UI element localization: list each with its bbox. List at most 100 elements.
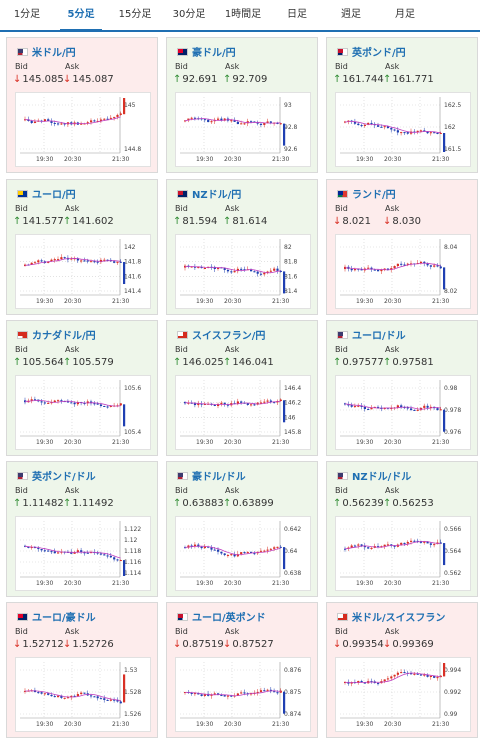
mini-chart[interactable]: 146.4 146.2 146 145.8 19:30 20:30 21:30 — [175, 375, 311, 450]
candlestick-chart: 1.122 1.12 1.118 1.116 1.114 19:30 20:30 21:30 — [20, 521, 141, 587]
arrow-up-icon: ↑ — [173, 74, 182, 85]
pair-name[interactable]: NZドル/ドル — [352, 472, 412, 483]
rate-card[interactable]: ユーロ/円 Bid Ask ↑141.577 ↑141.602 142 141.8… — [6, 179, 158, 315]
rate-card[interactable]: NZドル/円 Bid Ask ↑81.594 ↑81.614 82 81.8 81.… — [166, 179, 318, 315]
mini-chart[interactable]: 93 92.8 92.6 19:30 20:30 21:30 — [175, 92, 311, 167]
x-tick-label: 20:30 — [224, 580, 241, 587]
card-title: 豪ドル/円 — [177, 44, 236, 59]
y-tick-label: 145 — [124, 102, 136, 109]
mini-chart[interactable]: 142 141.8 141.6 141.4 19:30 20:30 21:30 — [15, 234, 151, 309]
bid-label: Bid — [335, 627, 348, 636]
tab-5[interactable]: 日足 — [287, 9, 307, 20]
rate-card[interactable]: 米ドル/円 Bid Ask ↓145.085 ↓145.087 145 144.8… — [6, 37, 158, 173]
y-tick-label: 82 — [284, 244, 292, 251]
bid-label: Bid — [175, 345, 188, 354]
ask-label: Ask — [65, 62, 80, 71]
pair-name[interactable]: NZドル/円 — [192, 190, 242, 201]
card-title: NZドル/ドル — [337, 468, 411, 483]
bid-label: Bid — [335, 486, 348, 495]
pair-name[interactable]: カナダドル/円 — [32, 331, 96, 342]
pair-name[interactable]: 英ポンド/ドル — [32, 472, 96, 483]
bid-value: ↑0.63883 — [173, 498, 224, 509]
ask-label: Ask — [65, 204, 80, 213]
card-title: ランド/円 — [337, 186, 396, 201]
ask-number: 161.771 — [392, 74, 434, 85]
pair-name[interactable]: 豪ドル/ドル — [192, 472, 246, 483]
y-tick-label: 141.8 — [124, 259, 141, 266]
x-tick-label: 21:30 — [272, 721, 289, 728]
rate-card[interactable]: 豪ドル/ドル Bid Ask ↑0.63883 ↑0.63899 0.642 0.… — [166, 461, 318, 597]
bid-value: ↑92.691 — [173, 74, 217, 85]
rate-card[interactable]: NZドル/ドル Bid Ask ↑0.56239 ↑0.56253 0.566 0… — [326, 461, 478, 597]
rate-card[interactable]: ユーロ/ドル Bid Ask ↑0.97577 ↑0.97581 0.98 0.9… — [326, 320, 478, 456]
tab-4[interactable]: 1時間足 — [224, 9, 262, 20]
tab-3[interactable]: 30分足 — [172, 9, 206, 20]
pair-name[interactable]: スイスフラン/円 — [192, 331, 266, 342]
y-tick-label: 105.4 — [124, 429, 141, 436]
mini-chart[interactable]: 145 144.8 19:30 20:30 21:30 — [15, 92, 151, 167]
au-us-flag-icon — [177, 471, 188, 480]
pair-name[interactable]: ユーロ/円 — [32, 190, 76, 201]
x-tick-label: 21:30 — [272, 298, 289, 305]
bid-label: Bid — [335, 204, 348, 213]
mini-chart[interactable]: 0.642 0.64 0.638 19:30 20:30 21:30 — [175, 516, 311, 591]
nz-flag-icon — [177, 189, 188, 198]
pair-name[interactable]: ユーロ/豪ドル — [32, 613, 96, 624]
mini-chart[interactable]: 8.04 8.02 19:30 20:30 21:30 — [335, 234, 471, 309]
mini-chart[interactable]: 82 81.8 81.6 81.4 19:30 20:30 21:30 — [175, 234, 311, 309]
pair-name[interactable]: ランド/円 — [352, 190, 396, 201]
tab-1[interactable]: 5分足 — [54, 0, 108, 32]
bid-label: Bid — [15, 486, 28, 495]
y-tick-label: 162.5 — [444, 102, 461, 109]
x-tick-label: 20:30 — [224, 721, 241, 728]
arrow-down-icon: ↓ — [333, 216, 342, 227]
bid-number: 0.97577 — [342, 357, 384, 368]
rate-card[interactable]: ユーロ/豪ドル Bid Ask ↓1.52712 ↓1.52726 1.53 1.… — [6, 602, 158, 738]
bid-value: ↑0.56239 — [333, 498, 384, 509]
mini-chart[interactable]: 0.566 0.564 0.562 19:30 20:30 21:30 — [335, 516, 471, 591]
x-tick-label: 21:30 — [112, 298, 129, 305]
y-tick-label: 0.976 — [444, 429, 461, 436]
rate-card[interactable]: カナダドル/円 Bid Ask ↑105.564 ↑105.579 105.6 1… — [6, 320, 158, 456]
pair-name[interactable]: ユーロ/ドル — [352, 331, 406, 342]
eu-au-flag-icon — [17, 612, 28, 621]
arrow-up-icon: ↑ — [173, 498, 182, 509]
pair-name[interactable]: 英ポンド/円 — [352, 48, 406, 59]
tab-7[interactable]: 月足 — [395, 9, 415, 20]
bid-number: 0.56239 — [342, 498, 384, 509]
tab-0[interactable]: 1分足 — [13, 9, 41, 20]
arrow-up-icon: ↑ — [13, 216, 22, 227]
pair-name[interactable]: ユーロ/英ポンド — [192, 613, 266, 624]
eu-gb-flag-icon — [177, 612, 188, 621]
rate-card[interactable]: 豪ドル/円 Bid Ask ↑92.691 ↑92.709 93 92.8 92.6… — [166, 37, 318, 173]
x-tick-label: 19:30 — [196, 439, 213, 446]
mini-chart[interactable]: 1.53 1.528 1.526 19:30 20:30 21:30 — [15, 657, 151, 732]
card-title: ユーロ/豪ドル — [17, 609, 96, 624]
mini-chart[interactable]: 0.876 0.875 0.874 19:30 20:30 21:30 — [175, 657, 311, 732]
mini-chart[interactable]: 0.98 0.978 0.976 19:30 20:30 21:30 — [335, 375, 471, 450]
rate-card[interactable]: ユーロ/英ポンド Bid Ask ↓0.87519 ↓0.87527 0.876… — [166, 602, 318, 738]
mini-chart[interactable]: 105.6 105.4 19:30 20:30 21:30 — [15, 375, 151, 450]
pair-name[interactable]: 豪ドル/円 — [192, 48, 236, 59]
x-tick-label: 20:30 — [384, 580, 401, 587]
rate-card[interactable]: 英ポンド/円 Bid Ask ↑161.744 ↑161.771 162.5 16… — [326, 37, 478, 173]
rate-card[interactable]: ランド/円 Bid Ask ↓8.021 ↓8.030 8.04 8.02 19:3… — [326, 179, 478, 315]
x-tick-label: 21:30 — [112, 439, 129, 446]
rate-card[interactable]: スイスフラン/円 Bid Ask ↑146.025 ↑146.041 146.4… — [166, 320, 318, 456]
mini-chart[interactable]: 0.994 0.992 0.99 19:30 20:30 21:30 — [335, 657, 471, 732]
x-tick-label: 20:30 — [64, 439, 81, 446]
mini-chart[interactable]: 162.5 162 161.5 19:30 20:30 21:30 — [335, 92, 471, 167]
ask-number: 92.709 — [232, 74, 268, 85]
rate-card[interactable]: 英ポンド/ドル Bid Ask ↑1.11482 ↑1.11492 1.122 1… — [6, 461, 158, 597]
pair-name[interactable]: 米ドル/円 — [32, 48, 76, 59]
pair-name[interactable]: 米ドル/スイスフラン — [352, 613, 446, 624]
ask-value: ↓145.087 — [63, 74, 114, 85]
card-title: 英ポンド/円 — [337, 44, 406, 59]
rate-card[interactable]: 米ドル/スイスフラン Bid Ask ↓0.99354 ↓0.99369 0.9… — [326, 602, 478, 738]
x-tick-label: 19:30 — [36, 439, 53, 446]
eu-flag-icon — [17, 189, 28, 198]
x-tick-label: 21:30 — [272, 580, 289, 587]
tab-6[interactable]: 週足 — [341, 9, 361, 20]
tab-2[interactable]: 15分足 — [118, 9, 152, 20]
mini-chart[interactable]: 1.122 1.12 1.118 1.116 1.114 19:30 20:30 21:30 — [15, 516, 151, 591]
